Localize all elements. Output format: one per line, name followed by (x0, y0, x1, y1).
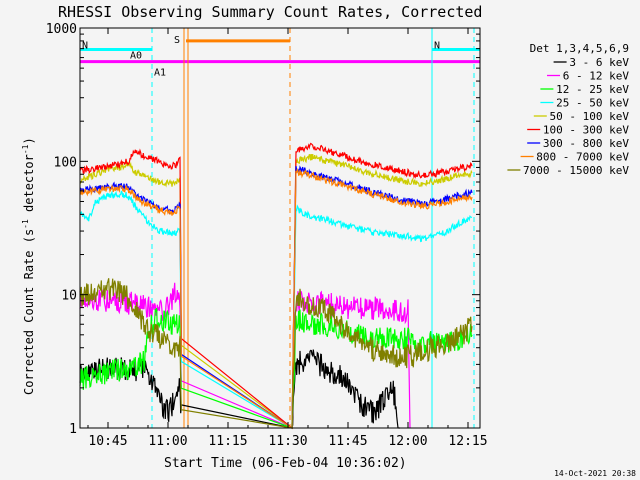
plot-frame (79, 27, 481, 429)
annotation-label-4: S (174, 35, 180, 46)
x-tick-label-4: 11:45 (328, 434, 367, 449)
series-line-7 (79, 167, 473, 430)
series-line-4 (79, 154, 473, 430)
footer-date: 14-Oct-2021 20:38 (554, 469, 636, 478)
legend-entry-0: 3 - 6 keV (569, 56, 629, 69)
y-tick-label-1: 10 (61, 289, 77, 304)
series-line-6 (79, 165, 473, 430)
chart-title: RHESSI Observing Summary Count Rates, Co… (58, 3, 482, 21)
series-line-5 (79, 142, 473, 430)
x-axis-label: Start Time (06-Feb-04 10:36:02) (164, 456, 407, 471)
annotation-label-3: A1 (154, 68, 166, 79)
legend-entry-1: 6 - 12 keV (563, 70, 630, 83)
y-tick-label-3: 1000 (46, 22, 77, 37)
annotation-label-1: N (434, 40, 440, 51)
legend-title: Det 1,3,4,5,6,9 (530, 42, 629, 55)
legend-entry-5: 100 - 300 keV (543, 124, 629, 137)
x-tick-label-5: 12:00 (388, 434, 427, 449)
y-axis-label: Corrected Count Rate (s-1 detector-1) (21, 137, 36, 395)
legend-entry-3: 25 - 50 keV (556, 97, 629, 110)
x-tick-label-2: 11:15 (208, 434, 247, 449)
legend-entry-2: 12 - 25 keV (556, 83, 629, 96)
x-tick-label-6: 12:15 (448, 434, 487, 449)
annotation-label-2: A0 (130, 51, 142, 62)
legend-entry-6: 300 - 800 keV (543, 137, 629, 150)
legend-entry-7: 800 - 7000 keV (536, 151, 629, 164)
legend-entry-8: 7000 - 15000 keV (523, 164, 629, 177)
series-line-3 (79, 190, 473, 430)
x-tick-label-0: 10:45 (88, 434, 127, 449)
legend-entry-4: 50 - 100 keV (550, 110, 630, 123)
x-tick-label-3: 11:30 (268, 434, 307, 449)
y-tick-label-2: 100 (54, 155, 77, 170)
x-tick-label-1: 11:00 (148, 434, 187, 449)
annotation-label-0: N (82, 40, 88, 51)
series-line-8 (79, 278, 473, 429)
y-tick-label-0: 1 (69, 422, 77, 437)
series-line-2 (79, 308, 473, 429)
